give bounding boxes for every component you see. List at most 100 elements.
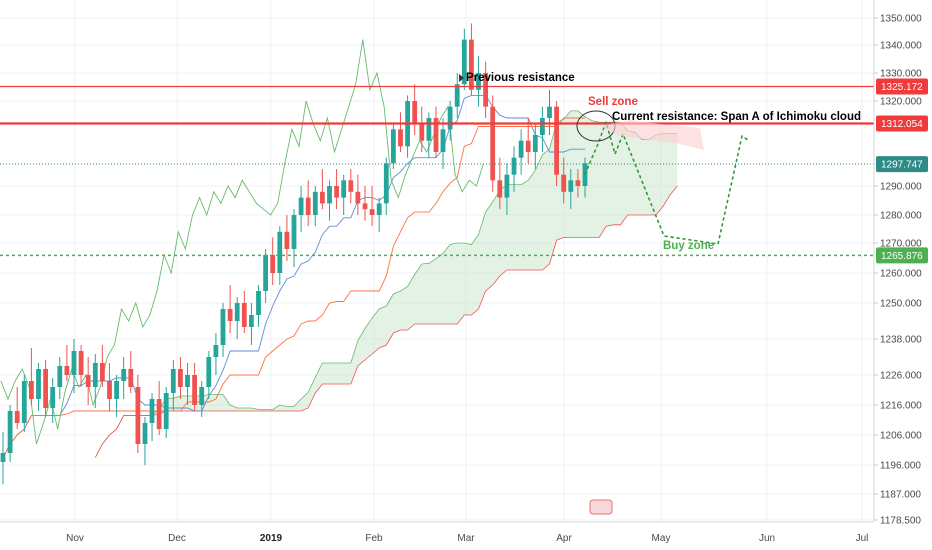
price-badge-label: 1265.876 <box>881 251 923 262</box>
candle-body <box>156 399 162 429</box>
candle-body <box>391 129 396 164</box>
y-tick-label: 1178.500 <box>880 516 921 527</box>
x-tick-label: Jul <box>856 533 869 544</box>
candle-body <box>490 106 496 181</box>
projected-path <box>584 119 749 245</box>
price-badge <box>876 78 928 95</box>
candle-body <box>170 369 176 393</box>
candle-body <box>249 315 254 327</box>
span-b-line <box>94 185 678 458</box>
candle-body <box>100 363 105 381</box>
previous-resistance-marker <box>459 74 464 82</box>
y-tick-label: 1270.000 <box>880 239 922 250</box>
candle-body <box>57 366 63 387</box>
y-tick-label: 1280.000 <box>880 211 922 222</box>
y-tick-label: 1216.000 <box>880 401 922 412</box>
candle-body <box>163 393 169 429</box>
candle-body <box>454 84 460 107</box>
candle-body <box>234 303 240 321</box>
y-tick-label: 1330.000 <box>880 69 922 80</box>
y-tick-label: 1206.000 <box>880 431 922 442</box>
kijun-line <box>2 117 585 458</box>
candle-body <box>376 203 382 215</box>
candle-body <box>206 357 212 387</box>
candle-body <box>511 157 517 175</box>
price-badge-label: 1325.172 <box>881 82 923 93</box>
x-tick-label: 2019 <box>260 533 283 544</box>
candle-body <box>135 387 141 444</box>
candle-body <box>305 197 311 215</box>
candle-body <box>362 203 368 210</box>
candle-body <box>383 163 389 204</box>
candle-body <box>461 39 467 85</box>
candle-body <box>178 369 183 387</box>
candle-body <box>355 191 361 204</box>
candle-body <box>213 345 219 357</box>
candle-body <box>284 231 290 249</box>
price-badge-label: 1297.747 <box>881 160 923 171</box>
price-badge <box>876 247 928 264</box>
candle-body <box>220 309 226 345</box>
y-tick-label: 1187.000 <box>880 490 921 501</box>
candle-body <box>320 191 325 204</box>
candle-body <box>532 135 538 152</box>
candle-body <box>199 387 205 405</box>
x-tick-label: Jun <box>759 533 775 544</box>
candle-body <box>121 369 127 381</box>
x-tick-label: May <box>652 533 671 544</box>
y-tick-label: 1250.000 <box>880 299 922 310</box>
y-tick-label: 1226.000 <box>880 371 922 382</box>
y-tick-label: 1340.000 <box>880 41 922 52</box>
candle-body <box>142 423 148 444</box>
candle-body <box>50 387 56 408</box>
candle-body <box>0 453 6 462</box>
candle-body <box>525 140 531 152</box>
price-badge <box>876 115 928 132</box>
candle-body <box>85 375 91 387</box>
drawings <box>576 110 749 245</box>
candle-body <box>291 215 297 249</box>
x-tick-label: Nov <box>66 533 84 544</box>
candle-body <box>277 231 283 273</box>
y-tick-label: 1196.000 <box>880 461 921 472</box>
candle-body <box>504 174 510 198</box>
candle-body <box>476 73 481 90</box>
y-tick-label: 1290.000 <box>880 182 922 193</box>
candle-body <box>341 180 347 198</box>
candle-body <box>192 375 197 405</box>
annotations: Previous resistance Sell zone Current resi… <box>459 72 861 252</box>
candle-body <box>256 291 261 315</box>
candle-body <box>440 129 446 152</box>
candle-body <box>92 363 98 387</box>
annotation-2: Current resistance: Span A of Ichimoku c… <box>612 111 861 123</box>
annotation-3: Buy zone <box>663 240 714 252</box>
candle-body <box>64 366 70 375</box>
candle-body <box>518 140 524 158</box>
lagging-span-line <box>0 39 484 445</box>
candle-body <box>312 191 318 215</box>
candle-body <box>270 255 276 273</box>
candle-body <box>469 39 474 90</box>
price-badge <box>876 156 928 173</box>
candle-body <box>298 197 304 215</box>
candle-body <box>348 180 354 192</box>
candle-body <box>327 186 332 204</box>
x-tick-label: Feb <box>365 533 383 544</box>
y-tick-label: 1320.000 <box>880 97 922 108</box>
future-cloud-fill <box>600 120 704 150</box>
event-icon <box>589 499 613 515</box>
candle-body <box>568 180 574 192</box>
candle-body <box>71 351 77 375</box>
candle-body <box>21 381 27 423</box>
y-tick-label: 1238.000 <box>880 335 922 346</box>
candle-body <box>447 106 453 130</box>
x-tick-label: Mar <box>457 533 475 544</box>
y-tick-label: 1260.000 <box>880 269 922 280</box>
candle-body <box>107 381 112 399</box>
candle-body <box>398 129 403 147</box>
annotation-1: Sell zone <box>588 96 638 108</box>
candle-body <box>29 381 34 399</box>
candle-body <box>419 123 425 141</box>
